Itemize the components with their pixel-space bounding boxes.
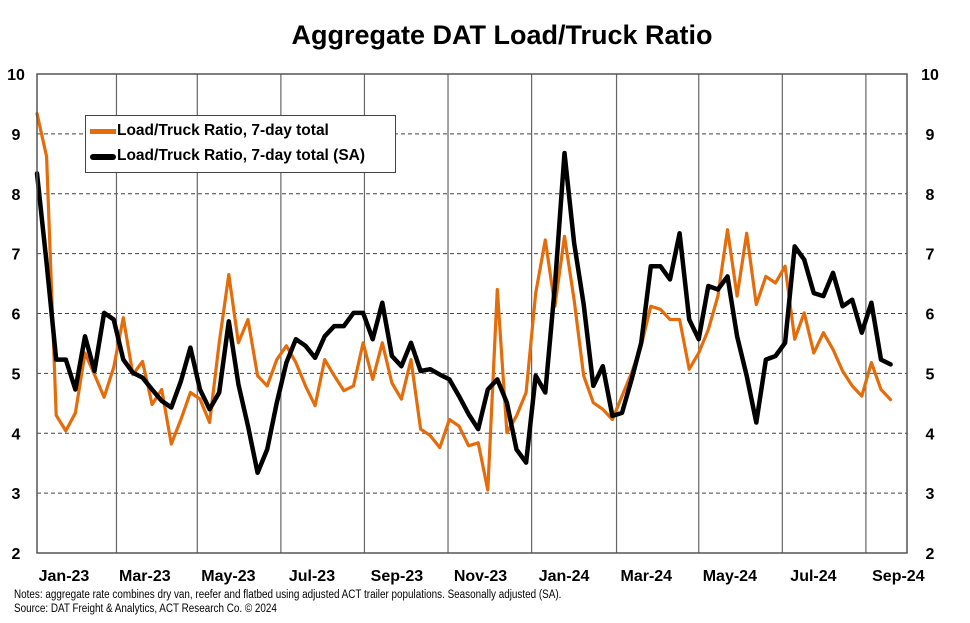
x-tick-label: Nov-23: [454, 568, 507, 585]
series-lines: [34, 111, 893, 492]
series-line-raw: [35, 111, 893, 492]
y-tick-label-right: 10: [921, 67, 939, 84]
chart-notes: Notes: aggregate rate combines dry van, …: [14, 589, 562, 601]
y-tick-label-left: 6: [12, 307, 21, 324]
legend-swatch-black: [90, 154, 116, 160]
x-tick-label: Jan-24: [539, 568, 590, 585]
y-tick-label-right: 4: [926, 426, 935, 443]
x-tick-label: Mar-23: [119, 568, 171, 585]
x-tick-label: Sep-24: [872, 568, 925, 585]
y-tick-label-left: 3: [12, 486, 21, 503]
y-tick-label-left: 2: [12, 546, 21, 563]
legend-swatch-orange: [90, 129, 116, 134]
legend-label: Load/Truck Ratio, 7-day total: [117, 122, 329, 139]
y-tick-label-left: 10: [7, 67, 25, 84]
y-tick-label-right: 7: [926, 247, 935, 264]
y-tick-label-left: 9: [12, 127, 21, 144]
plot-frame: [36, 73, 908, 554]
y-tick-label-right: 2: [926, 546, 935, 563]
y-tick-label-right: 9: [926, 127, 935, 144]
x-tick-label: Sep-23: [371, 568, 424, 585]
y-tick-label-right: 5: [926, 366, 935, 383]
y-tick-label-right: 8: [926, 187, 935, 204]
y-tick-label-left: 5: [12, 366, 21, 383]
y-tick-label-right: 3: [926, 486, 935, 503]
y-tick-label-left: 7: [12, 247, 21, 264]
x-tick-label: Jul-23: [289, 568, 335, 585]
y-tick-label-left: 4: [12, 426, 21, 443]
x-tick-label: Jan-23: [39, 568, 90, 585]
x-tick-label: Mar-24: [620, 568, 672, 585]
chart-title: Aggregate DAT Load/Truck Ratio: [291, 20, 713, 50]
series-line-sa: [34, 150, 893, 476]
y-tick-label-right: 6: [926, 307, 935, 324]
y-tick-label-left: 8: [12, 187, 21, 204]
chart-source: Source: DAT Freight & Analytics, ACT Res…: [14, 603, 277, 615]
x-tick-label: May-24: [703, 568, 757, 585]
x-tick-labels: Jan-23 Mar-23 May-23 Jul-23 Sep-23 Nov-23 Jan-…: [39, 568, 925, 585]
legend-label: Load/Truck Ratio, 7-day total (SA): [117, 147, 366, 164]
x-tick-label: Jul-24: [790, 568, 836, 585]
legend: Load/Truck Ratio, 7-day total Load/Truck…: [85, 115, 396, 173]
x-tick-label: May-23: [201, 568, 255, 585]
y-tick-labels: 2 2 3 3 4 4 5 5 6 6 7 7 8 8 9 9 10 10: [7, 67, 939, 563]
